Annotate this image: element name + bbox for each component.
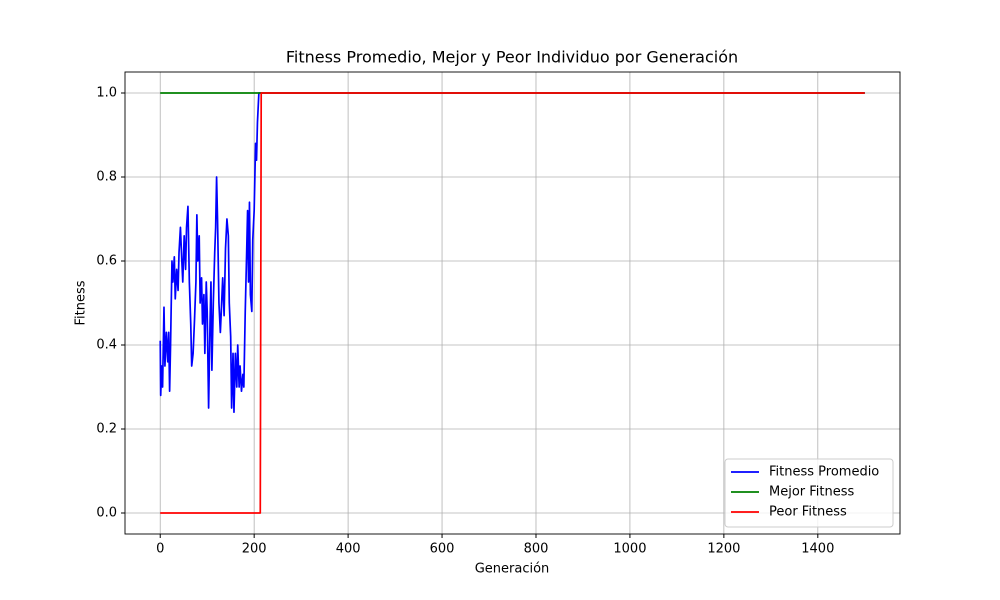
- legend-box: [724, 458, 894, 528]
- x-axis-label: Generación: [475, 562, 550, 577]
- legend: Fitness Promedio Mejor Fitness Peor Fitnes…: [724, 458, 894, 528]
- x-tick-label: 1200: [707, 542, 740, 557]
- x-tick-label: 800: [524, 542, 549, 557]
- y-axis-label: Fitness: [74, 280, 89, 325]
- x-tick-label: 600: [430, 542, 455, 557]
- x-tick-label: 1000: [613, 542, 646, 557]
- x-tick-label: 400: [336, 542, 361, 557]
- y-tick-label: 0.2: [96, 422, 117, 437]
- y-tick-label: 0.4: [96, 338, 117, 353]
- legend-label: Fitness Promedio: [769, 465, 879, 480]
- legend-label: Mejor Fitness: [769, 485, 855, 500]
- x-tick-label: 1400: [801, 542, 834, 557]
- plot-frame: [124, 71, 901, 535]
- y-tick-label: 0.8: [96, 170, 117, 185]
- x-tick-label: 0: [156, 542, 164, 557]
- y-tick-label: 0.0: [96, 506, 117, 521]
- y-tick-label: 1.0: [96, 86, 117, 101]
- chart-title: Fitness Promedio, Mejor y Peor Individuo…: [286, 48, 738, 67]
- x-tick-label: 200: [242, 542, 267, 557]
- series-line: [160, 92, 865, 514]
- y-tick-label: 0.6: [96, 254, 117, 269]
- legend-label: Peor Fitness: [769, 505, 847, 520]
- series-line: [159, 92, 865, 414]
